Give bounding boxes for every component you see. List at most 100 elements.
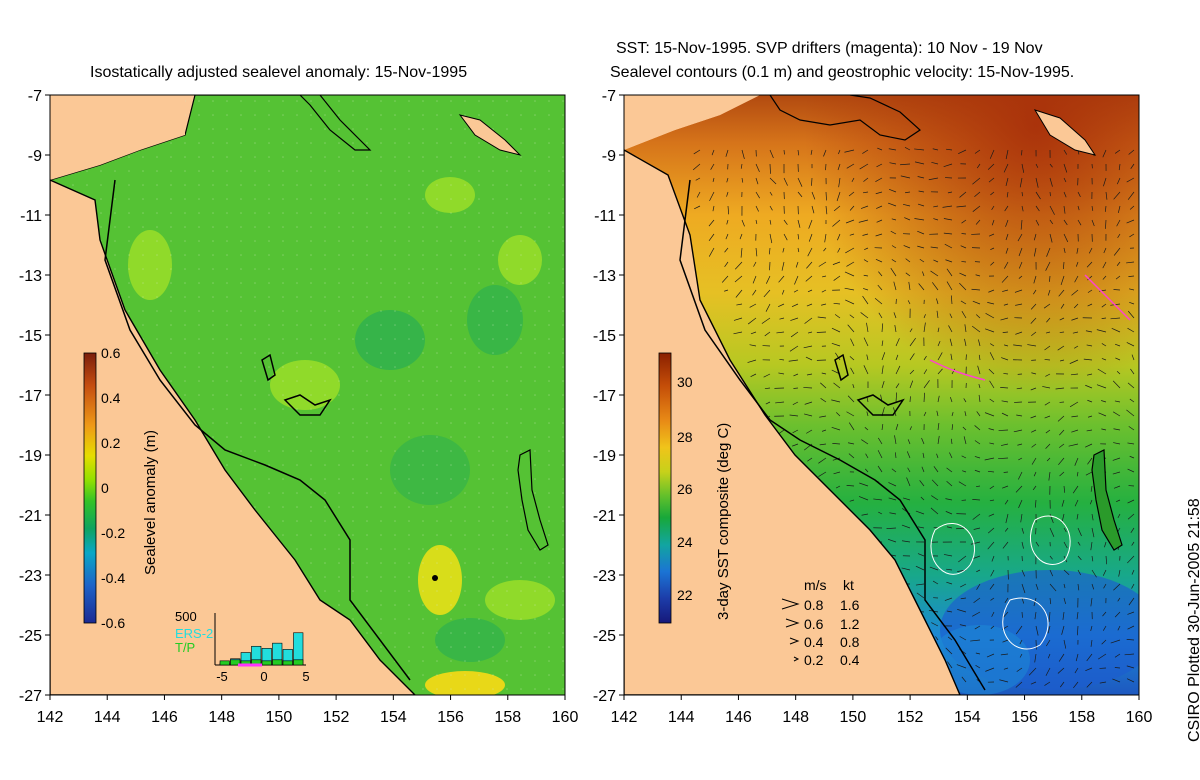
velocity-arrow	[976, 569, 981, 573]
lon-tick-label: 158	[1068, 709, 1095, 726]
velocity-arrow	[793, 373, 799, 377]
colorbar-tick: 30	[677, 374, 693, 390]
velocity-arrow	[907, 439, 911, 445]
velocity-arrow	[975, 314, 981, 319]
velocity-arrow	[916, 592, 925, 599]
velocity-arrow	[873, 498, 883, 501]
velocity-arrow	[974, 440, 981, 445]
velocity-arrow	[1129, 205, 1135, 210]
velocity-arrow	[975, 664, 981, 669]
sealevel-contour	[930, 523, 975, 575]
velocity-arrow	[838, 177, 841, 188]
velocity-arrow	[1018, 499, 1023, 509]
velocity-arrow	[1117, 205, 1121, 214]
velocity-arrow	[936, 410, 939, 417]
velocity-arrow	[973, 597, 981, 604]
sst-map	[623, 94, 1140, 696]
velocity-arrow	[1096, 329, 1107, 333]
velocity-arrow	[726, 177, 729, 183]
velocity-arrow	[914, 148, 925, 151]
velocity-arrow	[963, 436, 967, 445]
velocity-arrow	[1111, 327, 1121, 333]
velocity-arrow	[821, 372, 827, 375]
velocity-arrow	[1049, 597, 1052, 605]
velocity-arrow	[1076, 513, 1079, 520]
velocity-arrow	[849, 314, 855, 319]
velocity-arrow	[1000, 443, 1009, 446]
right-latitude-axis: -7 -9 -11 -13 -15 -17 -19 -21 -23 -25 -27	[593, 88, 624, 705]
velocity-arrow	[769, 233, 773, 244]
velocity-arrow	[987, 470, 995, 473]
velocity-arrow	[862, 233, 869, 236]
velocity-arrow	[943, 232, 953, 235]
velocity-arrow	[1028, 667, 1037, 676]
lon-tick-label: 144	[94, 709, 121, 726]
velocity-arrow	[1004, 261, 1009, 269]
velocity-arrow	[1131, 569, 1135, 575]
velocity-arrow	[1085, 471, 1093, 476]
velocity-arrow	[891, 468, 897, 473]
velocity-arrow	[944, 597, 953, 601]
velocity-arrow	[960, 300, 967, 305]
velocity-key-kt: 1.2	[840, 616, 860, 632]
velocity-arrow	[1021, 597, 1025, 604]
velocity-arrow	[696, 191, 701, 198]
velocity-arrow	[978, 354, 981, 361]
velocity-arrow	[863, 259, 869, 263]
lon-tick-label: 156	[437, 709, 464, 726]
velocity-arrow	[734, 261, 743, 270]
velocity-arrow	[1113, 289, 1121, 291]
velocity-arrow	[750, 331, 757, 335]
velocity-arrow	[1112, 411, 1121, 417]
histogram-bar-tp	[230, 659, 241, 666]
lat-tick-label: -17	[19, 388, 42, 405]
velocity-arrow	[1060, 275, 1065, 286]
velocity-arrow	[1003, 303, 1009, 306]
velocity-arrow	[779, 358, 785, 361]
velocity-arrow	[775, 401, 785, 404]
velocity-arrow	[1116, 261, 1121, 266]
velocity-arrow	[1127, 468, 1135, 473]
velocity-arrow	[937, 368, 943, 375]
left-longitude-axis: 142 144 146 148 150 152 154 156 158 160	[37, 695, 578, 726]
velocity-arrow	[1102, 625, 1107, 631]
velocity-arrow	[721, 275, 729, 283]
velocity-arrow	[917, 245, 925, 249]
lat-tick-label: -19	[19, 448, 42, 465]
velocity-arrow	[807, 457, 813, 462]
velocity-arrow	[1033, 275, 1037, 284]
velocity-arrow	[1001, 275, 1009, 283]
velocity-arrow	[976, 163, 981, 169]
velocity-arrow	[783, 219, 788, 225]
velocity-arrow	[862, 149, 869, 154]
velocity-arrow	[875, 177, 883, 183]
velocity-arrow	[797, 177, 803, 187]
velocity-arrow	[795, 261, 799, 268]
velocity-arrow	[1063, 163, 1068, 173]
lat-tick-label: -23	[593, 568, 616, 585]
velocity-arrow	[789, 345, 799, 352]
velocity-key-arrow-icon	[781, 598, 800, 610]
velocity-arrow	[905, 258, 911, 263]
velocity-arrow	[1071, 289, 1079, 296]
velocity-arrow	[923, 314, 926, 319]
velocity-arrow	[1071, 429, 1079, 433]
velocity-arrow	[914, 218, 925, 221]
velocity-arrow	[833, 302, 841, 305]
velocity-arrow	[947, 661, 953, 669]
velocity-arrow	[694, 205, 701, 210]
velocity-arrow	[975, 485, 981, 488]
velocity-arrow	[933, 218, 939, 221]
velocity-arrow	[991, 611, 995, 617]
velocity-arrow	[1004, 499, 1009, 505]
velocity-arrow	[1021, 191, 1023, 197]
velocity-arrow	[1045, 261, 1051, 271]
velocity-arrow	[1127, 382, 1135, 389]
velocity-arrow	[1102, 261, 1107, 269]
velocity-arrow	[904, 217, 911, 221]
velocity-arrow	[877, 465, 883, 473]
velocity-arrow	[877, 450, 883, 459]
velocity-arrow	[1117, 597, 1121, 602]
velocity-arrow	[881, 365, 884, 375]
velocity-arrow	[974, 625, 981, 630]
